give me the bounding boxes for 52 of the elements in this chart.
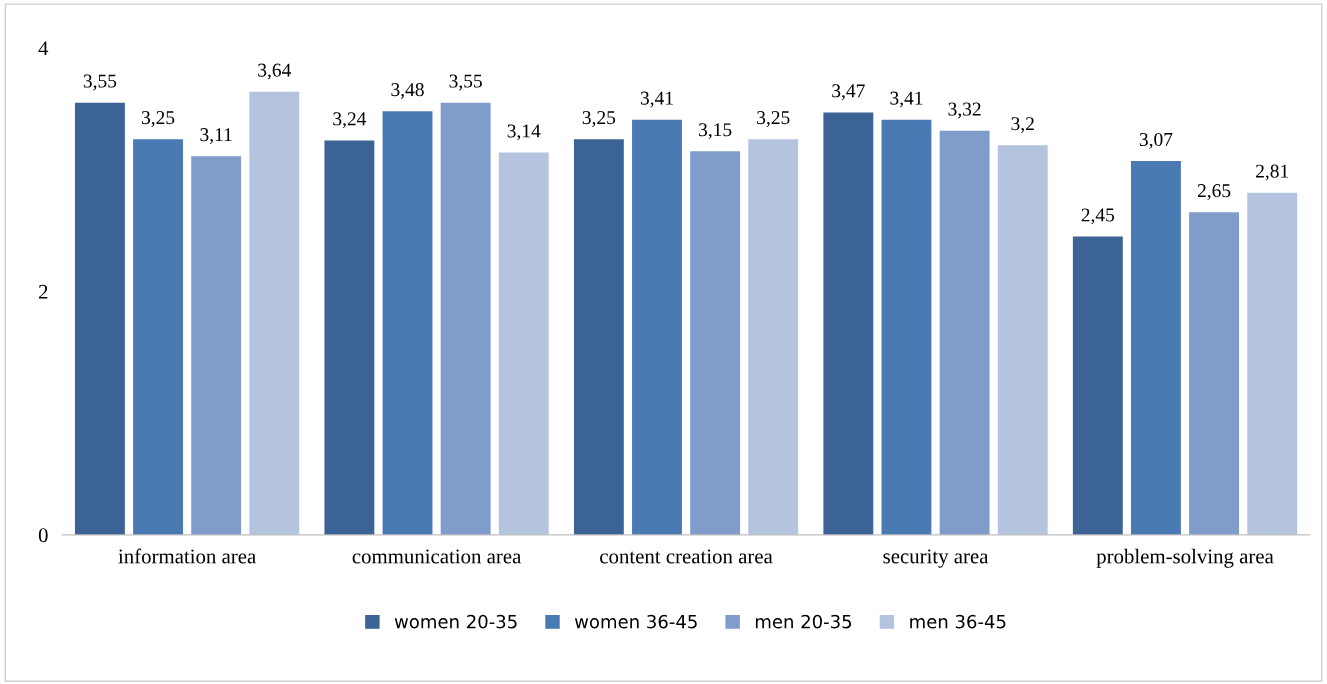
legend-label: women 36-45 <box>574 614 697 629</box>
bar <box>632 119 682 535</box>
bar <box>939 130 990 535</box>
data-label: 2,65 <box>1197 184 1231 200</box>
data-label: 3,11 <box>200 128 232 144</box>
bar <box>748 139 799 535</box>
x-tick-label: content creation area <box>600 549 773 564</box>
data-label: 3,24 <box>333 112 367 129</box>
bar <box>249 91 300 535</box>
bar <box>498 152 549 535</box>
data-label: 2,45 <box>1081 208 1115 225</box>
data-label: 3,15 <box>699 123 732 140</box>
data-label: 3,55 <box>83 74 117 91</box>
bar <box>690 151 741 535</box>
data-label: 3,25 <box>141 111 175 127</box>
data-label: 2,81 <box>1256 164 1289 181</box>
data-label: 3,25 <box>582 111 616 127</box>
bar <box>133 139 183 535</box>
legend-label: men 36-45 <box>910 614 1006 629</box>
bar <box>1247 192 1298 535</box>
bar <box>74 102 125 535</box>
bar <box>324 140 375 535</box>
data-label: 3,2 <box>1011 117 1034 134</box>
data-label: 3,48 <box>391 83 424 99</box>
bar <box>1072 236 1123 535</box>
x-tick-label: communication area <box>352 549 522 564</box>
x-tick-label: problem-solving area <box>1096 548 1274 568</box>
data-label: 3,14 <box>507 124 541 141</box>
x-tick-label: security area <box>883 549 989 568</box>
bar <box>1131 161 1181 535</box>
data-label: 3,07 <box>1139 132 1173 149</box>
data-label: 3,32 <box>948 102 981 119</box>
legend-label: men 20-35 <box>755 614 852 629</box>
data-label: 3,64 <box>258 63 292 80</box>
bar <box>573 139 624 535</box>
legend-label: women 20-35 <box>394 614 517 629</box>
bar <box>823 112 874 535</box>
bar <box>440 102 491 535</box>
y-tick-label: 2 <box>38 284 48 299</box>
y-tick-label: 4 <box>38 41 49 56</box>
bar <box>881 119 932 535</box>
y-tick-label: 0 <box>38 528 48 543</box>
bar <box>382 111 433 535</box>
bar <box>1189 212 1240 535</box>
data-label: 3,41 <box>640 91 673 108</box>
data-label: 3,55 <box>449 74 482 91</box>
data-label: 3,25 <box>757 111 790 127</box>
bar <box>191 156 242 535</box>
data-label: 3,47 <box>832 84 865 101</box>
data-label: 3,41 <box>890 91 923 108</box>
bar <box>997 145 1048 535</box>
x-tick-label: information area <box>118 548 256 564</box>
